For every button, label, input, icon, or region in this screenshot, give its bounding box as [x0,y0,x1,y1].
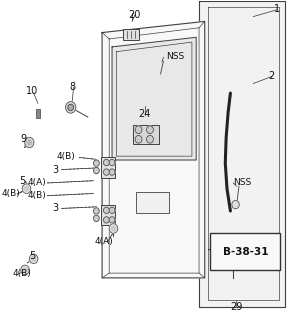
Circle shape [104,159,109,166]
Text: 4(A): 4(A) [94,237,113,246]
Text: 5: 5 [20,176,26,186]
Text: 10: 10 [26,86,38,97]
Text: 4(B): 4(B) [2,189,21,198]
Circle shape [68,104,74,111]
Text: 9: 9 [21,134,27,144]
Text: 3: 3 [52,203,58,213]
Circle shape [93,208,99,214]
Text: 29: 29 [230,301,242,312]
Bar [101,204,116,225]
Circle shape [29,254,38,264]
Text: B-38-31: B-38-31 [223,247,269,257]
Text: 8: 8 [69,82,75,92]
Circle shape [27,140,32,145]
Circle shape [22,184,31,194]
Circle shape [109,217,115,223]
Circle shape [232,200,239,209]
Text: 3: 3 [52,164,58,174]
Text: 4(A): 4(A) [27,178,46,187]
Circle shape [93,160,99,166]
Bar [101,157,116,178]
Bar [136,192,169,212]
Circle shape [135,135,142,143]
Circle shape [147,135,153,143]
Text: 4(B): 4(B) [13,268,32,278]
Circle shape [65,102,76,113]
Circle shape [23,268,27,272]
Bar [210,233,280,270]
Text: NSS: NSS [233,178,251,187]
Circle shape [109,169,115,175]
Circle shape [93,215,99,221]
Text: NSS: NSS [166,52,184,61]
Circle shape [104,207,109,213]
Circle shape [135,126,142,133]
Circle shape [104,217,109,223]
Text: 20: 20 [129,10,141,20]
Bar [133,125,159,144]
Circle shape [24,186,29,191]
Polygon shape [199,1,285,307]
Circle shape [21,265,29,275]
Circle shape [111,226,116,231]
Text: 1: 1 [274,4,281,14]
Text: 5: 5 [29,251,35,260]
Bar [36,109,40,118]
Bar [123,29,139,40]
Circle shape [109,224,118,233]
Text: 4(B): 4(B) [57,152,76,161]
Circle shape [104,169,109,175]
Text: 4(B): 4(B) [27,190,46,200]
Polygon shape [112,37,196,160]
Circle shape [109,159,115,166]
Circle shape [93,167,99,174]
Circle shape [147,126,153,133]
Circle shape [31,256,36,261]
Text: 24: 24 [139,109,151,119]
Circle shape [109,207,115,213]
Polygon shape [102,21,205,278]
Text: 2: 2 [269,71,275,81]
Circle shape [25,137,34,148]
